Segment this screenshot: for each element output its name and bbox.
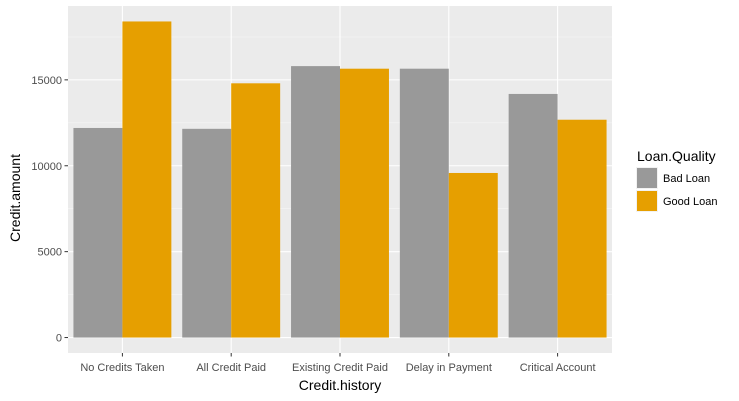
bar-good-loan <box>340 68 389 338</box>
bar-bad-loan <box>399 68 449 338</box>
legend-label-bad-loan: Bad Loan <box>663 173 710 185</box>
y-tick-label: 5000 <box>38 247 62 259</box>
legend-swatch-bad-loan <box>637 168 657 188</box>
legend-title: Loan.Quality <box>637 148 716 164</box>
x-axis-ticks: No Credits Taken All Credit Paid Existing … <box>80 353 596 374</box>
legend-label-good-loan: Good Loan <box>663 196 717 208</box>
bar-good-loan <box>231 83 281 338</box>
x-tick-label: No Credits Taken <box>80 362 164 374</box>
bar-bad-loan <box>508 93 558 338</box>
bar-bad-loan <box>182 128 232 338</box>
y-tick-label: 0 <box>56 333 62 345</box>
y-axis-ticks: 0 5000 10000 15000 <box>31 75 68 345</box>
bar-good-loan <box>122 21 172 338</box>
y-axis-title: Credit.amount <box>7 154 23 242</box>
x-axis-title: Credit.history <box>299 377 381 393</box>
x-tick-label: Delay in Payment <box>406 362 492 374</box>
x-tick-label: Existing Credit Paid <box>292 362 388 374</box>
bar-good-loan <box>557 119 607 338</box>
bar-bad-loan <box>291 66 340 338</box>
bar-bad-loan <box>73 127 123 338</box>
y-tick-label: 10000 <box>31 161 62 173</box>
y-tick-label: 15000 <box>31 75 62 87</box>
bars-group <box>73 21 607 338</box>
x-tick-label: Critical Account <box>520 362 596 374</box>
x-tick-label: All Credit Paid <box>196 362 266 374</box>
legend-swatch-good-loan <box>637 191 657 211</box>
bar-good-loan <box>448 172 498 338</box>
legend: Loan.Quality Bad Loan Good Loan <box>636 148 717 212</box>
